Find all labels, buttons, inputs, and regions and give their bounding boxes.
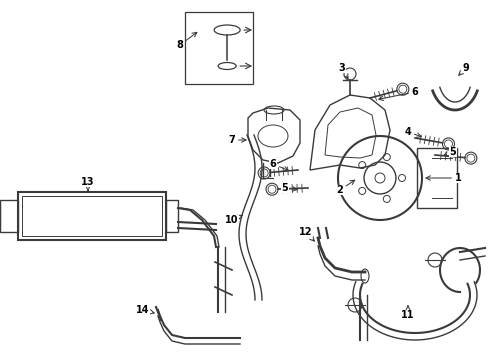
Bar xyxy=(165,200,178,232)
Text: 11: 11 xyxy=(401,306,414,320)
Bar xyxy=(184,12,252,84)
Text: 9: 9 xyxy=(458,63,468,75)
Text: 8: 8 xyxy=(176,32,197,50)
Text: 6: 6 xyxy=(378,87,418,100)
Text: 10: 10 xyxy=(225,215,242,225)
Text: 1: 1 xyxy=(425,173,461,183)
Text: 5: 5 xyxy=(443,147,455,157)
Text: 5: 5 xyxy=(281,183,297,193)
Bar xyxy=(22,196,162,236)
Text: 12: 12 xyxy=(299,227,314,241)
Text: 2: 2 xyxy=(336,180,354,195)
Bar xyxy=(0,200,18,232)
Text: 14: 14 xyxy=(136,305,154,315)
Text: 4: 4 xyxy=(404,127,421,137)
Text: 3: 3 xyxy=(338,63,347,78)
Text: 13: 13 xyxy=(81,177,95,190)
Text: 7: 7 xyxy=(228,135,245,145)
Bar xyxy=(18,192,165,240)
Text: 6: 6 xyxy=(269,159,288,171)
